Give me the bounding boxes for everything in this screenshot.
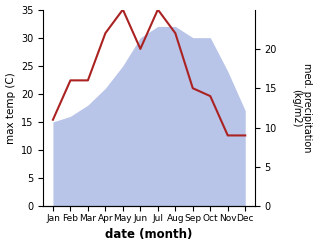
X-axis label: date (month): date (month) (105, 228, 193, 242)
Y-axis label: max temp (C): max temp (C) (5, 72, 16, 144)
Y-axis label: med. precipitation
(kg/m2): med. precipitation (kg/m2) (291, 63, 313, 153)
